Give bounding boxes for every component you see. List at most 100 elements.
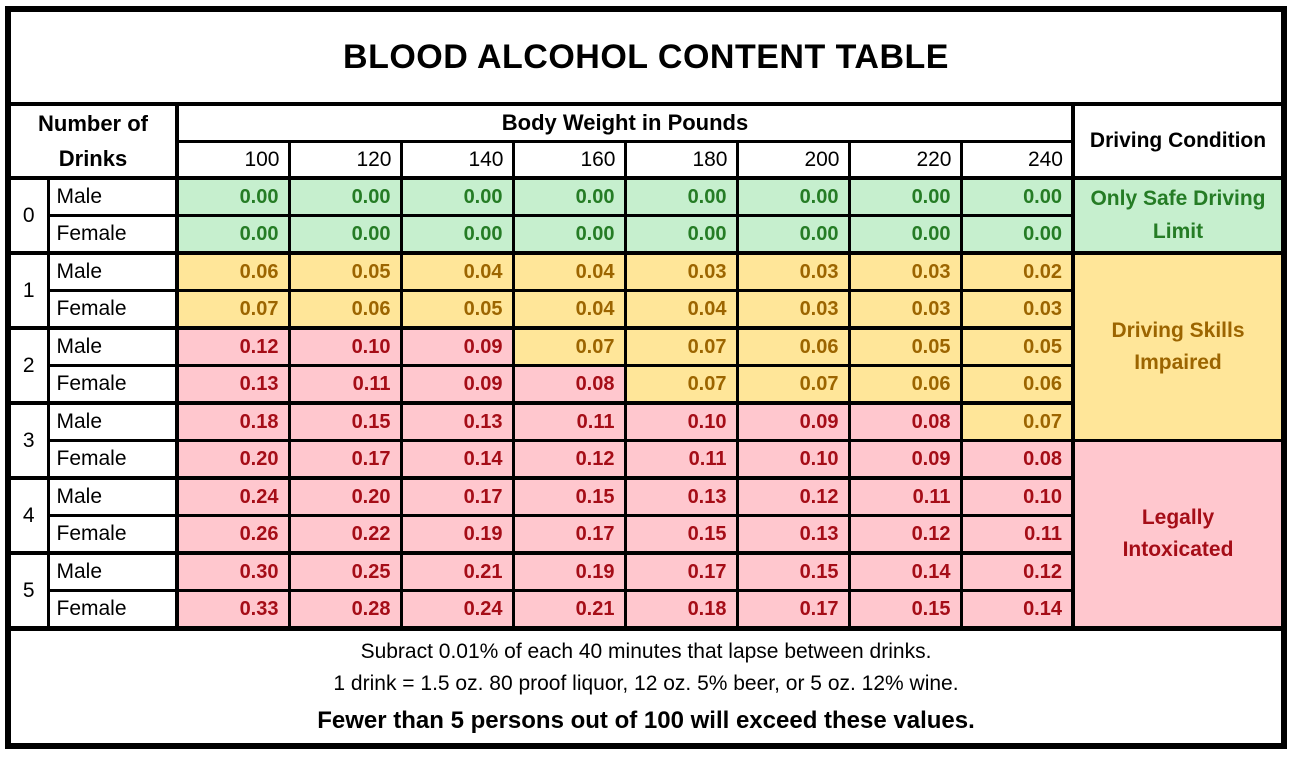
bac-value-cell: 0.24: [399, 589, 515, 631]
bac-value-cell: 0.07: [735, 364, 851, 405]
gender-label: Female: [46, 364, 179, 405]
bac-value-cell: 0.07: [959, 401, 1075, 443]
bac-value-cell: 0.00: [399, 214, 515, 255]
bac-value-cell: 0.00: [735, 176, 851, 218]
bac-value-cell: 0.08: [511, 364, 627, 405]
bac-value-cell: 0.00: [175, 176, 291, 218]
bac-value-cell: 0.00: [287, 214, 403, 255]
bac-value-cell: 0.22: [287, 514, 403, 555]
table-row: Female 0.20 0.17 0.14 0.12 0.11 0.10 0.09 0.08 Le…: [8, 439, 1286, 631]
bac-value-cell: 0.13: [175, 364, 291, 405]
bac-value-cell: 0.21: [511, 589, 627, 631]
table-row: 3 Male 0.18 0.15 0.13 0.11 0.10 0.09 0.08 0.07: [6, 401, 1284, 480]
number-of-drinks-line2: Drinks: [58, 146, 128, 172]
bac-value-cell: 0.11: [287, 364, 403, 405]
bac-table: BLOOD ALCOHOL CONTENT TABLE Number of Dr…: [5, 6, 1287, 750]
bac-value-cell: 0.05: [287, 251, 403, 293]
drinks-count: 2: [6, 326, 50, 405]
weight-column-header: 160: [511, 139, 627, 181]
footer-row: Subract 0.01% of each 40 minutes that la…: [6, 626, 1286, 748]
footer-note-1: Subract 0.01% of each 40 minutes that la…: [360, 639, 932, 663]
bac-value-cell: 0.15: [623, 514, 739, 555]
bac-value-cell: 0.00: [623, 176, 739, 218]
table-row: 1 Male 0.06 0.05 0.04 0.04 0.03 0.03 0.03 0.02 Dri…: [6, 251, 1286, 443]
bac-value-cell: 0.04: [511, 251, 627, 293]
footer-note-3: Fewer than 5 persons out of 100 will exc…: [317, 706, 975, 734]
number-of-drinks-line1: Number of: [38, 111, 148, 136]
bac-value-cell: 0.10: [623, 401, 739, 443]
drinks-count: 3: [6, 401, 50, 480]
driving-condition-label: Legally Intoxicated: [1071, 439, 1286, 631]
gender-label: Male: [46, 551, 179, 593]
bac-value-cell: 0.06: [959, 364, 1075, 405]
drinks-count: 4: [6, 476, 50, 555]
footer-note-2: 1 drink = 1.5 oz. 80 proof liquor, 12 oz…: [333, 671, 959, 695]
table-row: Female 0.00 0.00 0.00 0.00 0.00 0.00 0.00 0.00: [8, 214, 1284, 255]
bac-value-cell: 0.26: [175, 514, 291, 555]
bac-value-cell: 0.03: [959, 289, 1075, 330]
bac-value-cell: 0.06: [735, 326, 851, 368]
bac-value-cell: 0.13: [623, 476, 739, 518]
bac-value-cell: 0.11: [623, 439, 739, 480]
table-row: 5 Male 0.30 0.25 0.21 0.19 0.17 0.15 0.14 0.12: [6, 551, 1284, 631]
bac-value-cell: 0.07: [511, 326, 627, 368]
table-row: Female 0.13 0.11 0.09 0.08 0.07 0.07 0.06 0.06: [8, 364, 1284, 405]
bac-value-cell: 0.07: [175, 289, 291, 330]
bac-value-cell: 0.07: [623, 364, 739, 405]
bac-value-cell: 0.18: [623, 589, 739, 631]
bac-value-cell: 0.00: [959, 176, 1075, 218]
bac-value-cell: 0.03: [847, 251, 963, 293]
bac-value-cell: 0.04: [623, 289, 739, 330]
table-row: 2 Male 0.12 0.10 0.09 0.07 0.07 0.06 0.05 0.05: [6, 326, 1284, 405]
gender-label: Male: [46, 401, 179, 443]
bac-value-cell: 0.06: [847, 364, 963, 405]
weight-column-header: 220: [847, 139, 963, 181]
bac-value-cell: 0.13: [735, 514, 851, 555]
bac-value-cell: 0.03: [847, 289, 963, 330]
weight-column-header: 100: [175, 139, 291, 181]
bac-value-cell: 0.00: [847, 214, 963, 255]
weight-column-header: 120: [287, 139, 403, 181]
gender-label: Male: [46, 176, 179, 218]
bac-value-cell: 0.15: [847, 589, 963, 631]
driving-condition-header: Driving Condition: [1071, 102, 1286, 181]
gender-label: Female: [46, 214, 179, 255]
table-row: Female 0.26 0.22 0.19 0.17 0.15 0.13 0.12 0.11: [8, 514, 1284, 555]
bac-value-cell: 0.15: [511, 476, 627, 518]
bac-value-cell: 0.12: [959, 551, 1075, 593]
bac-value-cell: 0.00: [399, 176, 515, 218]
driving-condition-label: Driving Skills Impaired: [1071, 251, 1286, 443]
weight-column-header: 140: [399, 139, 515, 181]
table-row: 4 Male 0.24 0.20 0.17 0.15 0.13 0.12 0.11 0.10: [6, 476, 1284, 555]
bac-value-cell: 0.00: [511, 176, 627, 218]
gender-label: Female: [46, 589, 179, 631]
bac-value-cell: 0.17: [623, 551, 739, 593]
header-row-1: Number of Drinks Body Weight in Pounds D…: [6, 102, 1286, 181]
gender-label: Female: [46, 514, 179, 555]
bac-value-cell: 0.03: [735, 251, 851, 293]
title-row: BLOOD ALCOHOL CONTENT TABLE: [6, 7, 1286, 106]
bac-value-cell: 0.28: [287, 589, 403, 631]
bac-value-cell: 0.20: [287, 476, 403, 518]
footer-notes: Subract 0.01% of each 40 minutes that la…: [6, 626, 1286, 748]
bac-value-cell: 0.15: [287, 401, 403, 443]
bac-value-cell: 0.14: [959, 589, 1075, 631]
bac-value-cell: 0.08: [847, 401, 963, 443]
bac-value-cell: 0.00: [511, 214, 627, 255]
driving-condition-label: Only Safe Driving Limit: [1071, 176, 1286, 255]
bac-value-cell: 0.17: [399, 476, 515, 518]
bac-value-cell: 0.05: [847, 326, 963, 368]
table-row: Female 0.33 0.28 0.24 0.21 0.18 0.17 0.15 0.14: [8, 589, 1284, 631]
bac-value-cell: 0.09: [847, 439, 963, 480]
bac-value-cell: 0.08: [959, 439, 1075, 480]
bac-value-cell: 0.12: [511, 439, 627, 480]
bac-value-cell: 0.13: [399, 401, 515, 443]
bac-value-cell: 0.11: [847, 476, 963, 518]
bac-value-cell: 0.19: [511, 551, 627, 593]
bac-value-cell: 0.12: [175, 326, 291, 368]
bac-value-cell: 0.14: [399, 439, 515, 480]
bac-value-cell: 0.00: [623, 214, 739, 255]
bac-value-cell: 0.20: [175, 439, 291, 480]
gender-label: Male: [46, 476, 179, 518]
bac-value-cell: 0.25: [287, 551, 403, 593]
